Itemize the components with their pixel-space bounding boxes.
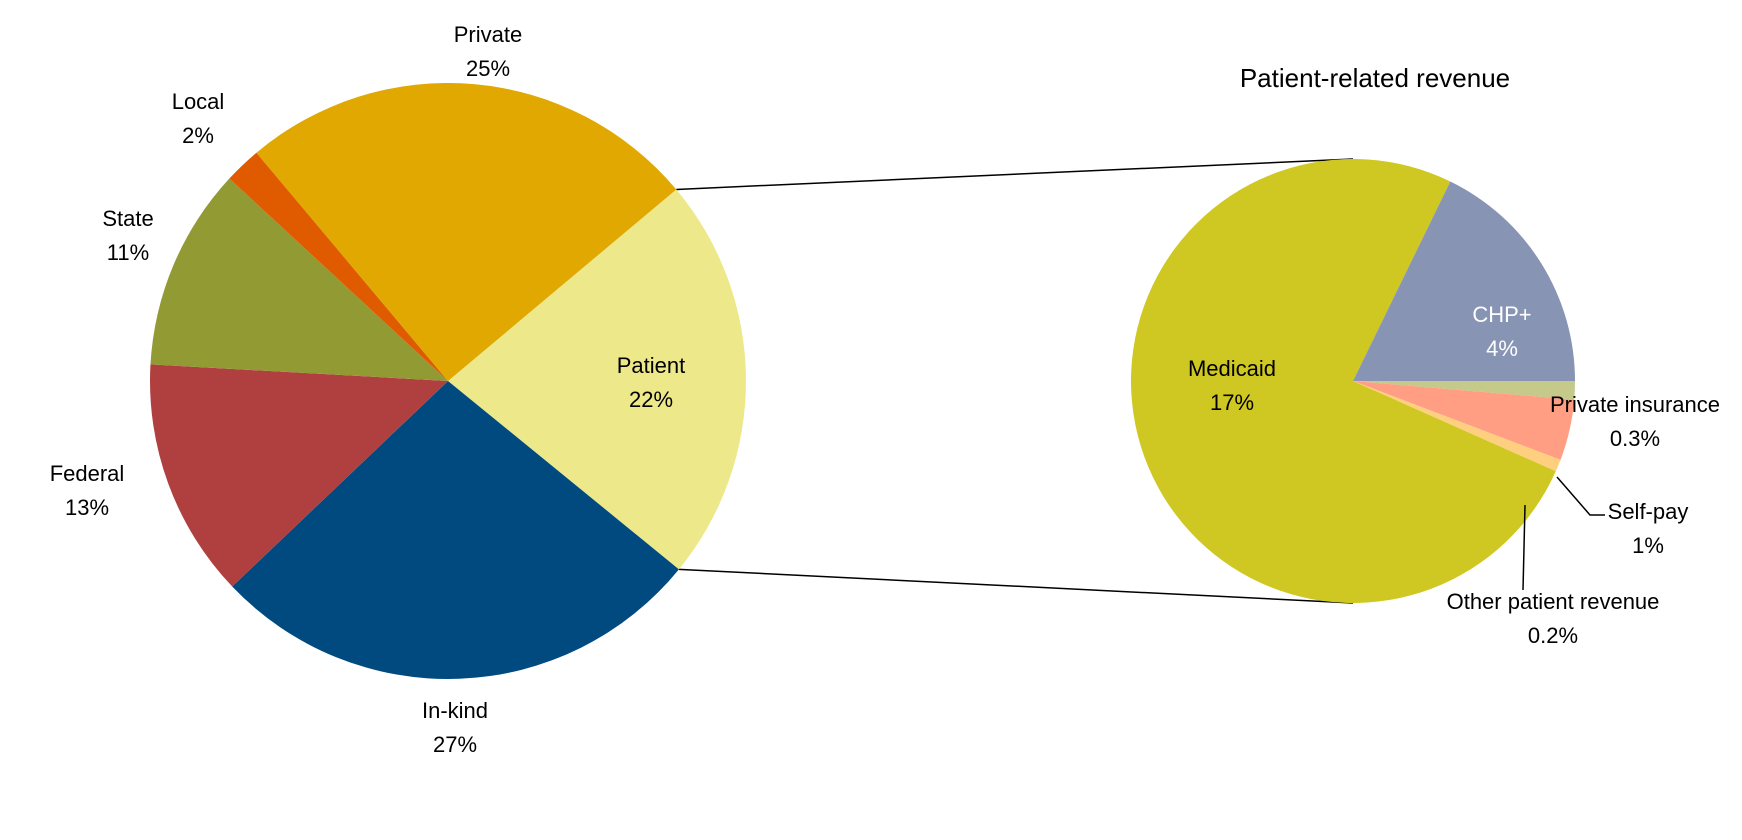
chart-title: Patient-related revenue <box>1240 63 1510 93</box>
connector-line <box>676 158 1354 191</box>
pie-slice <box>232 381 679 679</box>
pie-slice <box>229 152 448 381</box>
leader-line <box>1556 476 1605 516</box>
slice-value-label: 0.3% <box>1610 426 1660 451</box>
slice-label: In-kind <box>422 698 488 723</box>
slice-value-label: 4% <box>1486 336 1518 361</box>
slice-label: Federal <box>50 461 125 486</box>
slice-value-label: 25% <box>466 56 510 81</box>
slice-label: Private insurance <box>1550 392 1720 417</box>
pie-slice <box>1353 381 1561 472</box>
slice-label: CHP+ <box>1472 302 1531 327</box>
pie-slice <box>448 189 747 570</box>
slice-value-label: 0.2% <box>1528 623 1578 648</box>
slice-label: Other patient revenue <box>1447 589 1660 614</box>
slice-label: Self-pay <box>1608 499 1689 524</box>
pie-slice <box>150 364 448 587</box>
slice-label: Private <box>454 22 522 47</box>
slice-value-label: 13% <box>65 495 109 520</box>
pie-slice <box>1353 181 1575 381</box>
slice-value-label: 2% <box>182 123 214 148</box>
connector-line <box>678 568 1354 604</box>
pie-slice <box>1353 381 1575 400</box>
pie-slice <box>1131 159 1556 603</box>
slice-value-label: 1% <box>1632 533 1664 558</box>
slice-value-label: 27% <box>433 732 477 757</box>
slice-label: Patient <box>617 353 686 378</box>
leader-line <box>1522 504 1526 591</box>
slice-value-label: 22% <box>629 387 673 412</box>
slice-value-label: 17% <box>1210 390 1254 415</box>
slice-value-label: 11% <box>107 240 149 265</box>
pie-slice <box>1353 381 1575 460</box>
slice-label: Local <box>172 89 225 114</box>
pie-slice <box>150 178 448 381</box>
pie-slice <box>256 82 677 381</box>
slice-label: State <box>102 206 153 231</box>
slice-label: Medicaid <box>1188 356 1276 381</box>
